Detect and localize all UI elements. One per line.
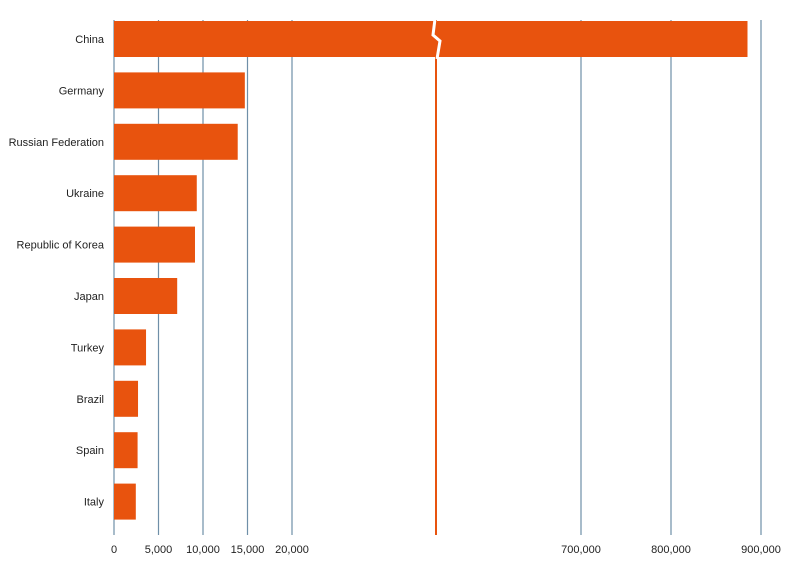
category-label: Turkey [71, 342, 105, 354]
bar-italy [114, 483, 136, 520]
bar-republic-of-korea [114, 226, 195, 263]
x-tick-label: 15,000 [231, 544, 265, 556]
break-zigzag-mark [431, 18, 442, 60]
category-labels: China Germany Russian Federation Ukraine Rep… [9, 34, 105, 509]
category-label: China [75, 34, 105, 46]
x-tick-label: 800,000 [651, 544, 691, 556]
category-label: Germany [59, 85, 105, 97]
x-tick-label: 5,000 [145, 544, 173, 556]
category-label: Italy [84, 497, 105, 509]
x-tick-label: 20,000 [275, 544, 309, 556]
x-tick-label: 0 [111, 544, 117, 556]
bar-turkey [114, 329, 147, 366]
x-tick-label: 900,000 [741, 544, 781, 556]
bar-spain [114, 432, 138, 469]
bar-china [114, 21, 748, 57]
x-tick-labels: 0 5,000 10,000 15,000 20,000 700,000 800,000 90… [111, 544, 781, 556]
x-tick-label: 700,000 [561, 544, 601, 556]
bar-russian-federation [114, 123, 238, 160]
category-label: Spain [76, 445, 104, 457]
bar-ukraine [114, 175, 197, 212]
category-label: Republic of Korea [17, 240, 105, 252]
category-label: Russian Federation [9, 137, 104, 149]
bar-germany [114, 72, 245, 109]
category-label: Brazil [76, 394, 104, 406]
bar-brazil [114, 380, 139, 417]
bars [114, 21, 748, 520]
x-tick-label: 10,000 [186, 544, 220, 556]
category-label: Japan [74, 291, 104, 303]
axis-break [431, 18, 442, 535]
category-label: Ukraine [66, 188, 104, 200]
bar-japan [114, 278, 178, 314]
